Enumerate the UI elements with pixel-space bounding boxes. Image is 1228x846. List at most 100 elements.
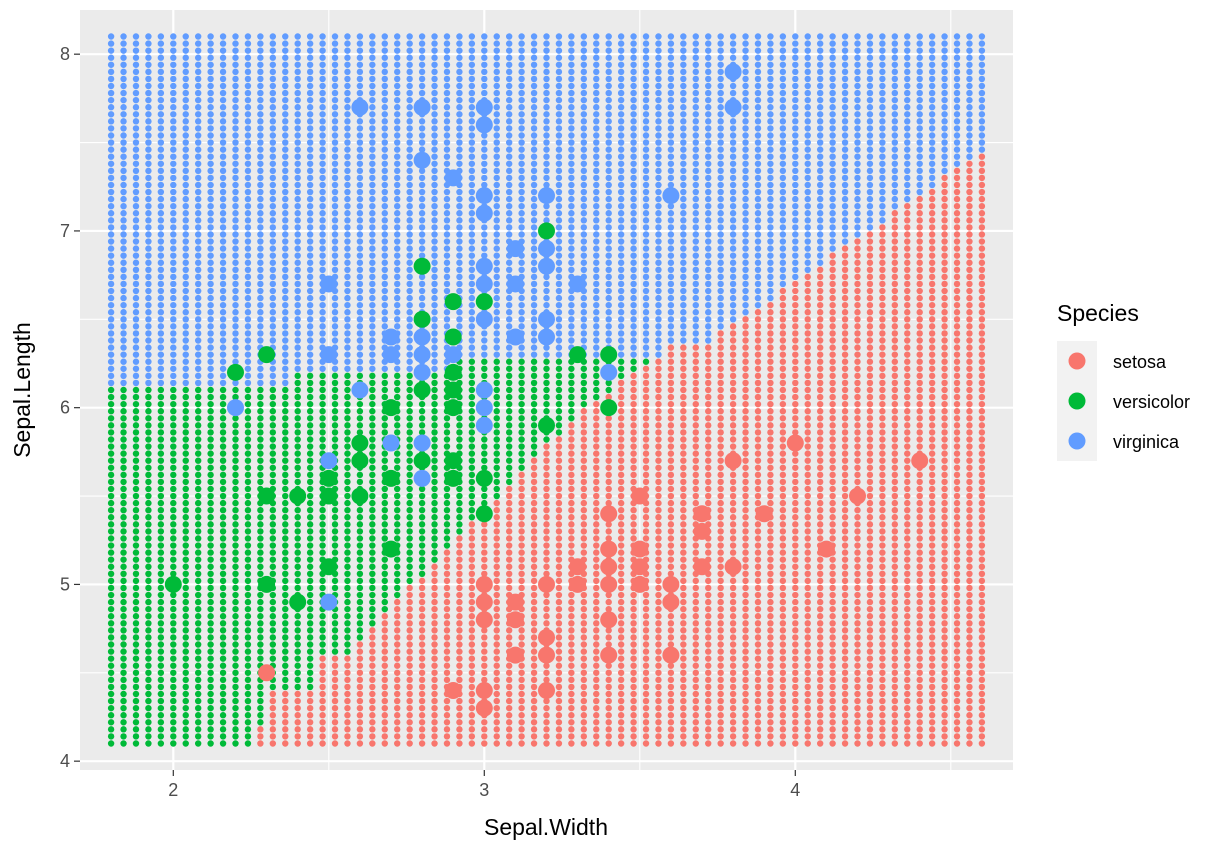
- region-point-versicolor: [120, 598, 127, 606]
- region-point-versicolor: [244, 577, 252, 585]
- region-point-virginica: [356, 174, 364, 182]
- region-point-versicolor: [157, 542, 165, 549]
- region-point-setosa: [692, 365, 699, 372]
- region-point-virginica: [344, 210, 351, 217]
- region-point-virginica: [207, 280, 214, 288]
- region-point-versicolor: [319, 535, 326, 542]
- region-point-virginica: [381, 259, 388, 266]
- region-point-virginica: [692, 224, 699, 231]
- region-point-virginica: [605, 266, 612, 274]
- region-point-virginica: [107, 351, 115, 358]
- region-point-versicolor: [244, 584, 252, 592]
- region-point-virginica: [680, 195, 687, 203]
- region-point-versicolor: [132, 676, 140, 684]
- region-point-virginica: [505, 125, 513, 132]
- region-point-setosa: [705, 584, 712, 592]
- region-point-versicolor: [331, 528, 339, 535]
- region-point-virginica: [530, 54, 538, 61]
- region-point-setosa: [269, 719, 277, 726]
- region-point-virginica: [244, 89, 252, 97]
- region-point-setosa: [406, 712, 413, 719]
- region-point-virginica: [306, 330, 314, 337]
- region-point-versicolor: [207, 549, 214, 556]
- region-point-virginica: [344, 33, 351, 40]
- region-point-virginica: [630, 68, 637, 76]
- region-point-versicolor: [282, 591, 289, 599]
- region-point-versicolor: [194, 655, 202, 662]
- region-point-virginica: [120, 379, 127, 387]
- region-point-virginica: [132, 68, 140, 76]
- region-point-versicolor: [120, 429, 127, 436]
- region-point-setosa: [680, 471, 687, 479]
- region-point-versicolor: [157, 676, 165, 684]
- region-point-versicolor: [132, 436, 140, 443]
- region-point-versicolor: [381, 521, 388, 528]
- region-point-setosa: [617, 528, 625, 535]
- region-point-virginica: [617, 287, 625, 295]
- region-point-virginica: [381, 153, 388, 160]
- region-point-versicolor: [157, 648, 165, 655]
- region-point-setosa: [518, 690, 525, 698]
- region-point-virginica: [443, 47, 451, 54]
- region-point-virginica: [605, 273, 612, 281]
- region-point-versicolor: [232, 641, 239, 648]
- region-point-virginica: [107, 210, 115, 217]
- region-point-virginica: [667, 202, 675, 210]
- region-point-virginica: [493, 89, 500, 97]
- region-point-versicolor: [269, 400, 277, 408]
- region-point-virginica: [107, 365, 115, 372]
- region-point-versicolor: [182, 605, 189, 613]
- region-point-virginica: [667, 287, 675, 295]
- region-point-setosa: [344, 662, 351, 669]
- region-point-versicolor: [456, 485, 463, 493]
- region-point-virginica: [692, 82, 699, 90]
- region-point-virginica: [107, 47, 115, 54]
- region-point-versicolor: [194, 514, 202, 521]
- region-point-virginica: [642, 167, 650, 175]
- region-point-virginica: [207, 294, 214, 302]
- region-point-virginica: [194, 337, 202, 344]
- region-point-setosa: [667, 528, 675, 535]
- region-point-setosa: [456, 648, 463, 655]
- region-point-setosa: [717, 549, 724, 556]
- region-point-virginica: [145, 231, 152, 238]
- region-point-versicolor: [518, 422, 525, 429]
- region-point-virginica: [257, 330, 264, 337]
- region-point-virginica: [705, 160, 712, 167]
- region-point-setosa: [593, 450, 600, 457]
- region-point-versicolor: [145, 542, 152, 549]
- region-point-setosa: [381, 613, 388, 620]
- region-point-virginica: [132, 82, 140, 90]
- region-point-virginica: [667, 323, 675, 330]
- region-point-virginica: [692, 217, 699, 224]
- region-point-virginica: [406, 160, 413, 167]
- region-point-setosa: [717, 528, 724, 535]
- region-point-virginica: [194, 181, 202, 189]
- region-point-virginica: [344, 337, 351, 344]
- region-point-versicolor: [269, 542, 277, 549]
- region-point-virginica: [381, 146, 388, 153]
- region-point-virginica: [680, 96, 687, 104]
- region-point-setosa: [381, 697, 388, 705]
- region-point-virginica: [269, 379, 277, 387]
- region-point-versicolor: [306, 683, 314, 691]
- region-point-versicolor: [518, 365, 525, 372]
- region-point-virginica: [132, 104, 140, 111]
- region-point-versicolor: [344, 641, 351, 648]
- region-point-setosa: [605, 429, 612, 436]
- region-point-virginica: [593, 224, 600, 231]
- region-point-virginica: [555, 33, 563, 40]
- region-point-setosa: [630, 457, 637, 464]
- region-point-virginica: [568, 238, 575, 245]
- region-point-versicolor: [431, 471, 438, 479]
- region-point-setosa: [443, 655, 451, 662]
- region-point-virginica: [481, 68, 488, 76]
- region-point-virginica: [406, 309, 413, 316]
- region-point-virginica: [207, 238, 214, 245]
- region-point-setosa: [630, 591, 637, 599]
- region-point-virginica: [157, 75, 165, 83]
- region-point-versicolor: [219, 549, 227, 556]
- region-point-versicolor: [107, 443, 115, 450]
- region-point-virginica: [543, 174, 550, 182]
- region-point-versicolor: [568, 393, 575, 401]
